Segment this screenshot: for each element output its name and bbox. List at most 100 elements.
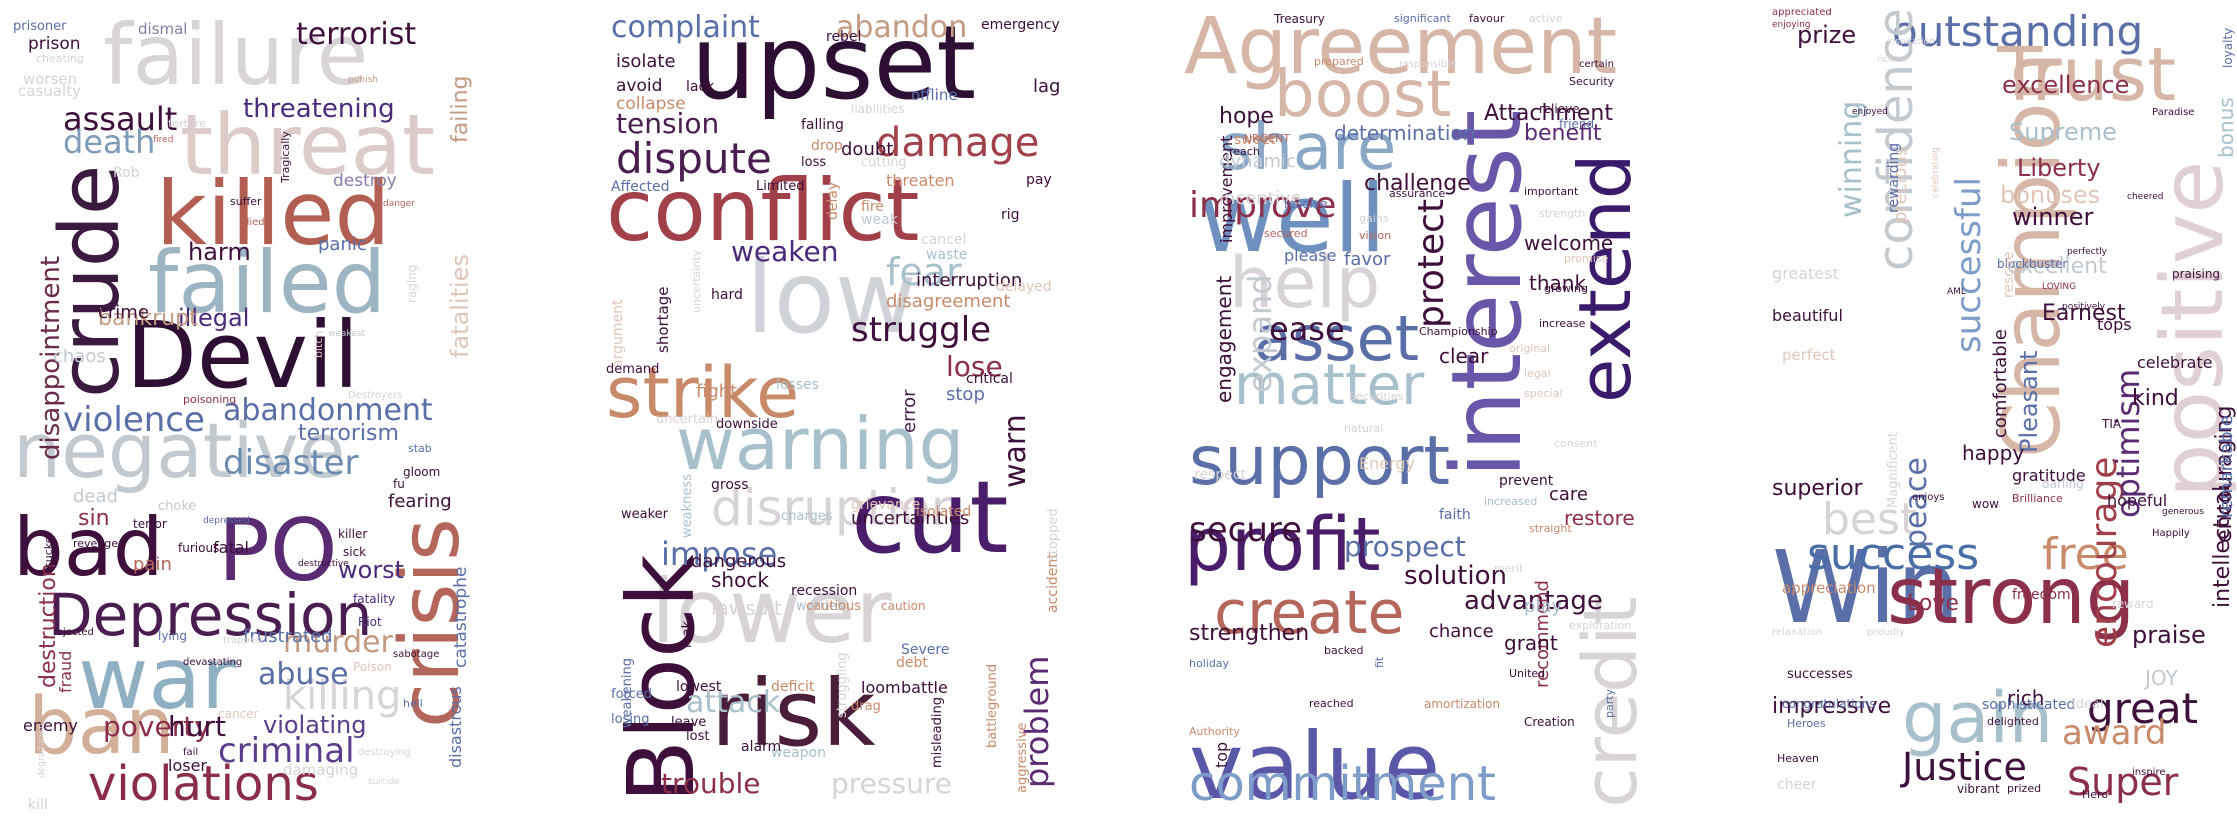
word-weak: weak xyxy=(861,212,898,228)
word-heaven: Heaven xyxy=(1777,752,1820,765)
word-losses: losses xyxy=(776,377,819,393)
word-assurance: assurance xyxy=(1389,187,1446,200)
word-recession: recession xyxy=(791,583,858,599)
word-loser: loser xyxy=(168,756,207,775)
word-enjoying: enjoying xyxy=(1772,20,1811,30)
word-top: top xyxy=(1212,741,1231,768)
word-charges: charges xyxy=(781,509,833,524)
word-failed: failed xyxy=(148,233,387,333)
word-commitment: commitment xyxy=(1189,756,1496,812)
word-threatening: threatening xyxy=(243,94,395,124)
word-disagreement: disagreement xyxy=(886,291,1011,312)
word-weakness: weakness xyxy=(680,474,695,538)
word-worsen: worsen xyxy=(23,70,78,88)
word-happily: Happily xyxy=(2152,528,2190,539)
word-tops: tops xyxy=(2097,315,2132,334)
word-terrorism: terrorism xyxy=(298,421,399,446)
word-uncertainties: uncertainties xyxy=(851,508,970,529)
word-loom: loom xyxy=(861,678,901,697)
word-strength: strength xyxy=(1539,207,1586,220)
word-beautiful: beautiful xyxy=(1772,306,1843,325)
word-responsible: responsible xyxy=(1399,59,1457,70)
word-attachment: Attachment xyxy=(1484,101,1613,126)
word-assault: assault xyxy=(63,100,178,138)
word-relieve: relieve xyxy=(1539,102,1580,116)
word-energy: Energy xyxy=(1359,454,1416,473)
word-panic: panic xyxy=(318,234,367,255)
word-important: important xyxy=(1524,185,1579,198)
word-complaint: complaint xyxy=(611,10,760,45)
word-perfectly: perfectly xyxy=(2067,247,2107,257)
word-violence: violence xyxy=(63,400,205,440)
word-paradise: Paradise xyxy=(2152,107,2195,118)
word-authority: Authority xyxy=(1189,725,1240,738)
word-fire: fire xyxy=(861,199,884,215)
word-bonus: bonus xyxy=(2214,97,2236,158)
word-isolated: isolated xyxy=(916,504,972,520)
word-killed: killed xyxy=(156,162,391,265)
word-pain: pain xyxy=(133,554,172,575)
word-agreement: Agreement xyxy=(1184,8,1618,92)
word-illegal: illegal xyxy=(178,304,250,332)
word-best: best xyxy=(1822,494,1918,545)
word-hell: hell xyxy=(403,697,423,710)
word-pay: pay xyxy=(1026,172,1052,188)
word-weapon: weapon xyxy=(771,745,826,761)
negative-word-cloud: failure threat killed failed crude Devil negat… xyxy=(8,8,472,813)
word-confidence: confidence xyxy=(1868,8,1924,271)
word-successful: successful xyxy=(1949,177,1989,353)
word-securities: Securities xyxy=(1349,390,1404,403)
word-fraud: fraud xyxy=(56,650,75,693)
word-improve: improve xyxy=(1189,185,1337,226)
word-tia: TIA xyxy=(2102,417,2122,431)
word-brilliance: Brilliance xyxy=(2012,492,2063,505)
word-fearing: fearing xyxy=(388,491,452,512)
word-rich: rich xyxy=(2007,686,2045,710)
word-asset: asset xyxy=(1254,302,1420,375)
word-fu: fu xyxy=(393,477,405,491)
word-fit: fit xyxy=(1373,656,1386,668)
word-freedom: freedom xyxy=(2012,587,2071,603)
word-hopeful: hopeful xyxy=(2107,491,2168,510)
word-congratulations: congratulations xyxy=(1782,697,1876,711)
word-conflict: conflict xyxy=(606,161,920,261)
word-favor: favor xyxy=(1344,249,1391,270)
word-increased: increased xyxy=(1484,495,1538,508)
word-falling: falling xyxy=(801,117,844,133)
word-dispute: dispute xyxy=(616,134,772,183)
word-dead: dead xyxy=(73,486,118,507)
word-prospect: prospect xyxy=(1344,530,1466,563)
word-devastating: devastating xyxy=(183,657,243,668)
word-certain: certain xyxy=(1579,59,1614,70)
word-party: party xyxy=(1603,688,1616,718)
word-kill: kill xyxy=(28,797,48,813)
word-reward: reward xyxy=(2112,597,2154,611)
word-consent: consent xyxy=(1554,437,1598,450)
word-bonuses: bonuses xyxy=(2000,181,2101,209)
word-excellent: excellent xyxy=(2007,254,2107,279)
word-great: great xyxy=(2087,684,2199,733)
word-cutting: cutting xyxy=(861,155,907,170)
word-uncertainty: uncertainty xyxy=(690,249,703,313)
word-depressed: depressed xyxy=(203,516,250,526)
word-excellence: excellence xyxy=(2002,71,2130,99)
word-uncertain: uncertain xyxy=(656,412,718,427)
word-aggressive: aggressive xyxy=(1015,722,1030,793)
word-killing: killing xyxy=(283,673,402,719)
word-free: free xyxy=(2042,529,2129,580)
word-successes: successes xyxy=(1787,667,1853,682)
word-dynamic: dynamic xyxy=(1219,151,1296,172)
word-cancel: cancel xyxy=(921,232,967,248)
word-weaker: weaker xyxy=(621,507,669,522)
word-critical: critical xyxy=(966,371,1013,387)
word-perfect: perfect xyxy=(1782,346,1836,364)
word-losing: losing xyxy=(611,712,650,727)
word-died: died xyxy=(243,217,265,228)
word-abuse: abuse xyxy=(258,657,349,692)
word-ideal: ideal xyxy=(2072,697,2104,712)
word-argument: argument xyxy=(610,299,626,368)
word-delayed: delayed xyxy=(996,279,1052,295)
word-downside: downside xyxy=(716,417,778,432)
word-significant: significant xyxy=(1394,12,1451,25)
word-threaten: threaten xyxy=(886,171,955,190)
